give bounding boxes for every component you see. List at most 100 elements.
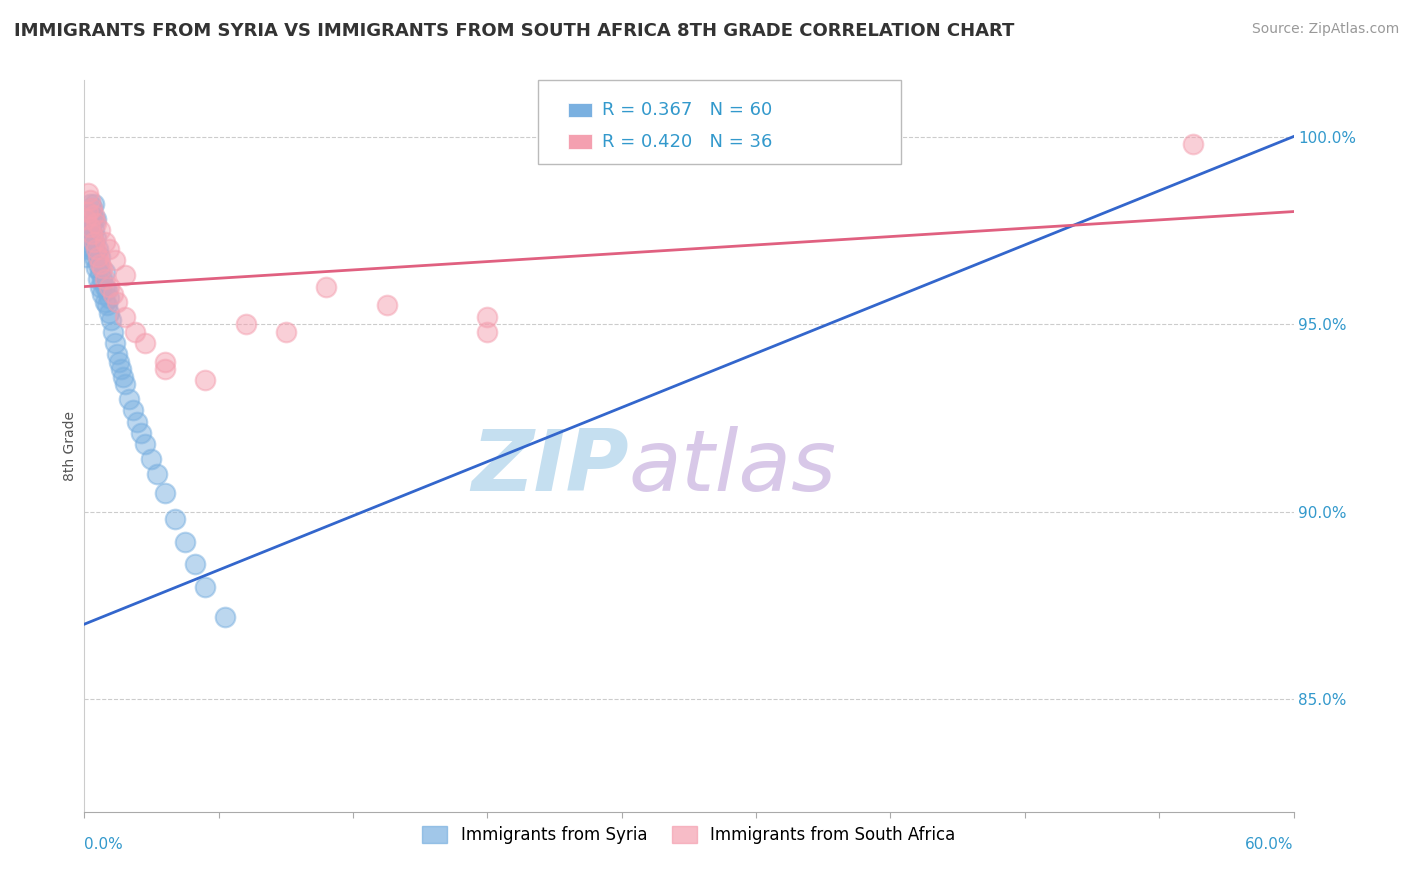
Point: [77, 186, 100, 200]
Point: [87, 272, 110, 286]
Point: [1181, 136, 1204, 151]
Point: [153, 486, 176, 500]
Point: [77, 204, 100, 219]
Point: [79, 194, 101, 208]
Point: [75, 223, 97, 237]
Point: [82, 227, 104, 241]
Point: [125, 415, 148, 429]
Point: [77, 223, 100, 237]
Point: [77, 212, 100, 227]
Point: [174, 534, 197, 549]
Point: [75, 250, 97, 264]
Point: [104, 335, 127, 350]
Text: 0.0%: 0.0%: [84, 838, 124, 853]
Point: [114, 268, 136, 283]
Point: [89, 279, 111, 293]
Point: [83, 235, 105, 249]
Point: [105, 294, 128, 309]
Point: [82, 212, 104, 227]
Point: [375, 298, 398, 312]
Text: ZIP: ZIP: [471, 426, 628, 509]
Point: [104, 253, 127, 268]
Point: [83, 212, 105, 227]
Point: [93, 279, 115, 293]
Point: [105, 347, 128, 361]
Point: [477, 310, 499, 324]
Point: [97, 306, 120, 320]
Point: [86, 245, 108, 260]
Point: [75, 235, 97, 249]
Point: [114, 310, 136, 324]
Point: [79, 231, 101, 245]
Point: [153, 354, 176, 368]
Point: [477, 325, 499, 339]
Point: [93, 235, 115, 249]
Point: [97, 242, 120, 256]
Point: [129, 425, 152, 440]
Text: IMMIGRANTS FROM SYRIA VS IMMIGRANTS FROM SOUTH AFRICA 8TH GRADE CORRELATION CHAR: IMMIGRANTS FROM SYRIA VS IMMIGRANTS FROM…: [14, 22, 1015, 40]
Point: [235, 317, 257, 331]
Point: [214, 609, 236, 624]
Point: [82, 201, 104, 215]
Point: [124, 325, 146, 339]
Point: [82, 201, 104, 215]
Point: [101, 325, 124, 339]
Point: [134, 335, 156, 350]
Point: [96, 298, 118, 312]
Point: [83, 223, 105, 237]
Legend: Immigrants from Syria, Immigrants from South Africa: Immigrants from Syria, Immigrants from S…: [416, 820, 962, 851]
Text: atlas: atlas: [628, 426, 837, 509]
Point: [91, 260, 114, 275]
Point: [93, 294, 115, 309]
Point: [274, 325, 297, 339]
Point: [89, 223, 111, 237]
Point: [89, 257, 111, 271]
Point: [194, 373, 217, 387]
Point: [83, 235, 105, 249]
Text: 60.0%: 60.0%: [1246, 838, 1294, 853]
Point: [139, 452, 162, 467]
Point: [89, 250, 111, 264]
Point: [77, 242, 100, 256]
Y-axis label: 8th Grade: 8th Grade: [63, 411, 77, 481]
Text: Source: ZipAtlas.com: Source: ZipAtlas.com: [1251, 22, 1399, 37]
Text: R = 0.367   N = 60: R = 0.367 N = 60: [602, 101, 772, 119]
Point: [146, 467, 169, 482]
Text: R = 0.420   N = 36: R = 0.420 N = 36: [602, 133, 772, 151]
Point: [100, 313, 122, 327]
Point: [87, 250, 110, 264]
Point: [101, 287, 124, 301]
Point: [82, 242, 104, 256]
Point: [79, 219, 101, 234]
Point: [91, 272, 114, 286]
Point: [86, 260, 108, 275]
Point: [79, 208, 101, 222]
Point: [87, 257, 110, 271]
Point: [86, 216, 108, 230]
Point: [89, 264, 111, 278]
FancyBboxPatch shape: [568, 135, 592, 149]
Point: [194, 580, 217, 594]
Point: [184, 557, 207, 571]
Point: [83, 250, 105, 264]
Point: [82, 227, 104, 241]
Point: [77, 204, 100, 219]
Point: [97, 279, 120, 293]
Point: [86, 212, 108, 227]
Point: [86, 242, 108, 256]
Point: [93, 272, 115, 286]
Point: [93, 264, 115, 278]
Point: [110, 362, 132, 376]
FancyBboxPatch shape: [568, 103, 592, 117]
Point: [315, 279, 337, 293]
Point: [83, 208, 105, 222]
Point: [114, 377, 136, 392]
Point: [75, 212, 97, 227]
Point: [121, 403, 143, 417]
Point: [87, 242, 110, 256]
Point: [165, 512, 187, 526]
Point: [86, 231, 108, 245]
Point: [96, 283, 118, 297]
Point: [111, 369, 134, 384]
Point: [153, 362, 176, 376]
